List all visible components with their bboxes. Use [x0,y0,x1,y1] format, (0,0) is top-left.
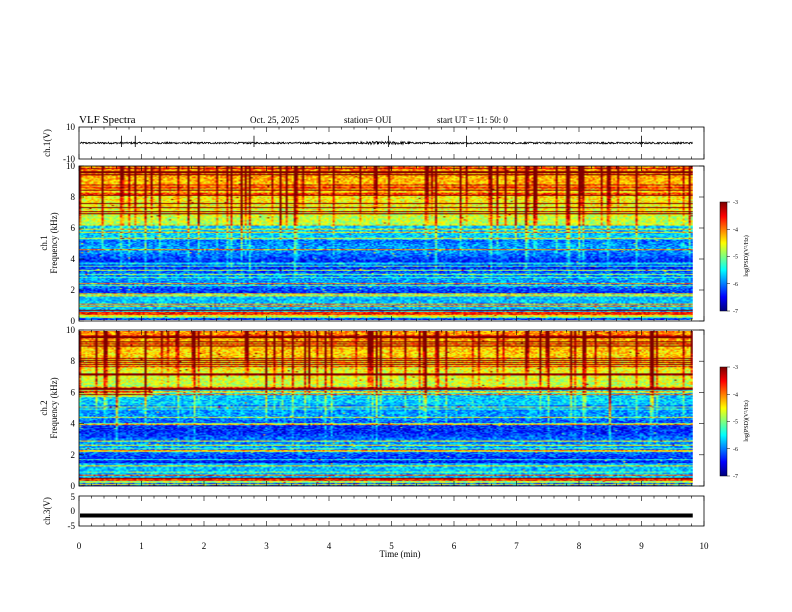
ch1-waveform-trace [79,140,693,146]
ytick-label-5: 10 [66,161,76,171]
ch1-colorbar-ticks: -3 -4 -5 -6 -7 [727,200,738,315]
colorbar-tick-label-4: -7 [733,309,738,315]
ch1-waveform-panel: 10 -10 ch.1(V) [42,122,705,164]
colorbar-tick-label-4: -7 [733,474,738,480]
ch3-ylabel: ch.3(V) [42,497,52,525]
ch2-ylabel-frequency: Frequency (kHz) [49,377,59,438]
ch1-ytick-top: 10 [66,122,76,132]
xtick-label-10: 10 [700,541,710,551]
xtick-label-9: 9 [639,541,644,551]
x-axis-tick-labels: 0 1 2 3 4 5 6 7 8 9 10 [77,541,709,551]
xtick-label-7: 7 [514,541,519,551]
ch2-yticks: 0 2 4 6 8 10 [66,325,704,491]
ytick-label-3: 6 [71,223,76,233]
ytick-label-1: 2 [71,450,76,460]
ytick-label-5: 10 [66,325,76,335]
ytick-label-4: 8 [71,192,76,202]
ytick-label-0: 0 [71,481,76,491]
ytick-label-3: 6 [71,387,76,397]
ch3-ytick-top: 5 [71,492,76,502]
xtick-label-3: 3 [264,541,269,551]
colorbar-tick-label-2: -5 [733,420,738,426]
colorbar-tick-label-0: -3 [733,365,738,371]
x-axis-ticks [78,127,705,526]
ch3-ytick-bottom: -5 [68,521,76,531]
colorbar-tick-label-3: -6 [733,447,738,453]
ytick-label-1: 2 [71,285,76,295]
ch3-ytick-mid: 0 [71,506,76,516]
ch1-yticks: 0 2 4 6 8 10 [66,161,704,326]
ch2-ylabel-channel: ch.2 [39,400,49,415]
ytick-label-2: 4 [71,419,76,429]
date-label: Oct. 25, 2025 [250,115,299,125]
ch1-ylabel-frequency: Frequency (kHz) [49,212,59,273]
colorbar-tick-label-1: -4 [733,227,738,233]
figure-title: VLF Spectra [79,114,136,126]
colorbar-tick-label-0: -3 [733,200,738,206]
start-time-label: start UT = 11: 50: 0 [437,115,508,125]
ch2-colorbar-label: log(PSD)(V²/Hz) [743,400,750,441]
ch1-colorbar-label: log(PSD)(V²/Hz) [743,235,750,276]
xtick-label-0: 0 [77,541,82,551]
ch1-spectrogram-image [79,166,693,320]
xtick-label-6: 6 [452,541,457,551]
colorbar-tick-label-1: -4 [733,392,738,398]
station-label: station= OUI [344,115,391,125]
ch1-ytick-bottom: -10 [63,154,75,164]
ch2-spectrogram-image [79,331,693,486]
ytick-label-0: 0 [71,316,76,326]
ch3-waveform-trace [80,513,693,518]
colorbar-tick-label-3: -6 [733,282,738,288]
xtick-label-4: 4 [327,541,332,551]
ch2-colorbar-ticks: -3 -4 -5 -6 -7 [727,365,738,480]
xtick-label-2: 2 [202,541,207,551]
ch1-ylabel: ch.1(V) [42,129,52,157]
ch1-colorbar [720,202,727,311]
xtick-label-1: 1 [139,541,144,551]
xtick-label-8: 8 [577,541,582,551]
ytick-label-2: 4 [71,254,76,264]
ch2-colorbar [720,367,727,476]
ch1-ylabel-channel: ch.1 [39,235,49,250]
x-axis-label: Time (min) [380,549,421,559]
ch1-spikes [121,135,642,147]
ytick-label-4: 8 [71,356,76,366]
xtick-label-5: 5 [389,541,394,551]
colorbar-tick-label-2: -5 [733,255,738,261]
